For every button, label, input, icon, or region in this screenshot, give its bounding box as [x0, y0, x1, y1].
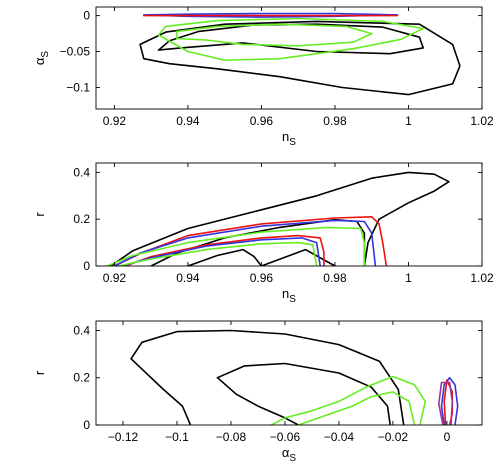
x-tick-label: 0.96 [250, 114, 274, 128]
x-tick-label: 0.94 [176, 114, 200, 128]
y-tick-label: 0.4 [73, 165, 90, 179]
x-tick-label: −0.08 [216, 430, 247, 444]
plot-frame [95, 162, 483, 267]
contour-line-red [124, 234, 325, 266]
x-tick-label: −0.06 [270, 430, 301, 444]
x-tick-label: 0.98 [323, 114, 347, 128]
plot-frame [95, 320, 483, 426]
y-tick-label: 0.2 [73, 371, 90, 385]
y-tick-label: 0 [83, 9, 90, 23]
y-axis-label: αS [32, 51, 51, 66]
contour-line-black [109, 171, 450, 266]
x-tick-label: 0 [444, 430, 451, 444]
x-tick-label: −0.04 [324, 430, 355, 444]
x-axis-label: nS [282, 129, 296, 148]
x-tick-label: −0.12 [108, 430, 139, 444]
contour-line-green [297, 391, 416, 425]
plot-frame [95, 6, 483, 110]
contour-line-green [117, 241, 318, 266]
x-tick-label: 0.98 [323, 271, 347, 285]
contour-line-black [130, 358, 192, 425]
contour-line-black [216, 362, 391, 425]
y-tick-label: 0.2 [73, 212, 90, 226]
y-tick-label: 0 [83, 418, 90, 432]
contour-line-black [139, 20, 461, 96]
panel-3: −0.12 −0.1 −0.08 −0.06 −0.04 −0.02 0 0 0.2 0.4 αS r [32, 320, 483, 464]
x-tick-label: 0.92 [103, 271, 127, 285]
contour-line-black [187, 248, 263, 266]
contour-line-black [260, 248, 336, 266]
y-axis-label: r [32, 212, 47, 217]
contour-line-blue [113, 219, 377, 266]
y-tick-label: −0.1 [66, 80, 90, 94]
contour-group [106, 171, 450, 266]
contour-line-black [157, 23, 424, 55]
panel-1: 0.92 0.94 0.96 0.98 1 1.02 0 −0.05 −0.1 nS αS [32, 6, 494, 148]
y-tick-label: 0.4 [73, 323, 90, 337]
x-tick-label: 0.96 [250, 271, 274, 285]
contour-line-green [176, 23, 373, 47]
x-axis-label: nS [282, 286, 296, 305]
x-tick-label: 1.02 [470, 271, 494, 285]
contour-line-green [157, 17, 424, 61]
contour-line-black [216, 376, 300, 425]
y-axis-label: r [32, 370, 47, 375]
contour-line-black [130, 329, 405, 425]
x-tick-label: 1.02 [470, 114, 494, 128]
y-tick-label: 0 [83, 259, 90, 273]
x-axis-label: αS [282, 445, 297, 464]
x-tick-label: −0.1 [165, 430, 189, 444]
contour-line-green [106, 226, 366, 266]
contour-group [130, 329, 459, 425]
y-tick-label: −0.05 [60, 45, 91, 59]
x-tick-label: 0.92 [103, 114, 127, 128]
contour-line-green [270, 375, 427, 425]
x-tick-label: 0.94 [176, 271, 200, 285]
contour-group [139, 12, 461, 96]
x-tick-label: −0.02 [378, 430, 409, 444]
contour-line-blue [440, 376, 459, 425]
contour-line-purple [438, 381, 454, 425]
x-tick-label: 1 [405, 271, 412, 285]
contour-line-blue [120, 237, 321, 266]
panel-2: 0.92 0.94 0.96 0.98 1 1.02 0 0.2 0.4 nS r [32, 162, 494, 305]
x-tick-label: 1 [405, 114, 412, 128]
